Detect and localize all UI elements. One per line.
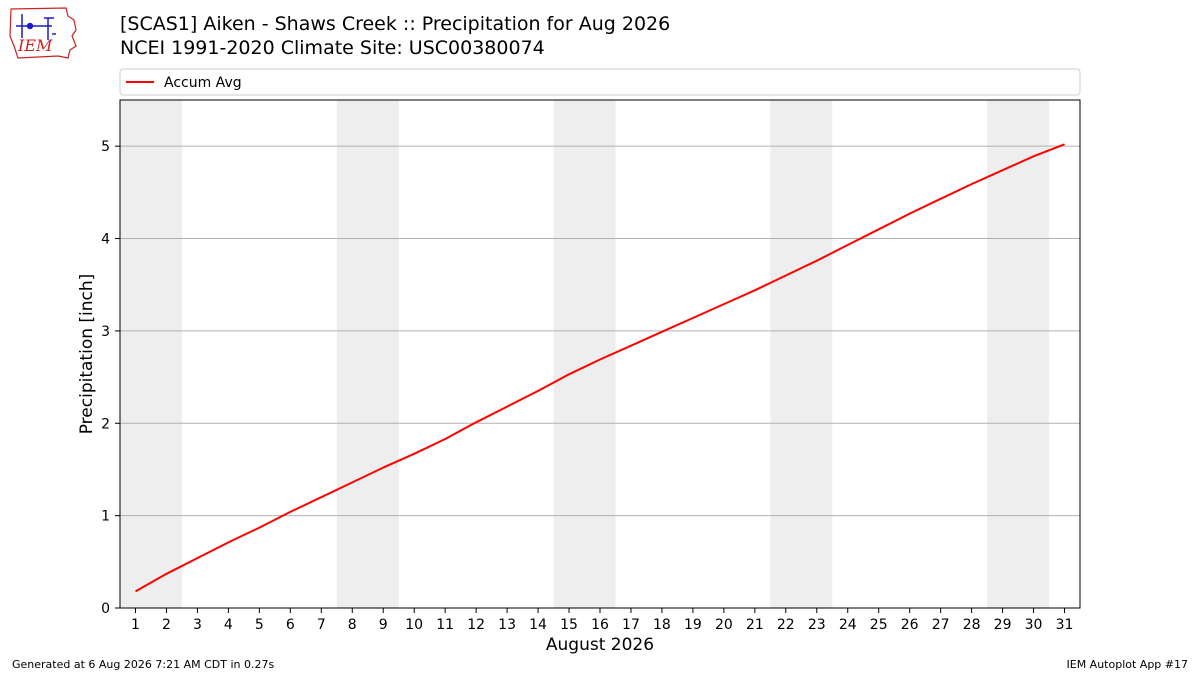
y-tick-label: 1: [101, 509, 110, 525]
x-tick-label: 1: [131, 617, 140, 633]
x-tick-label: 7: [317, 617, 326, 633]
iem-logo: IEM: [9, 7, 77, 59]
x-tick-label: 12: [467, 617, 485, 633]
state-outline-icon: [9, 7, 77, 59]
x-tick-label: 25: [870, 617, 888, 633]
x-tick-label: 28: [963, 617, 981, 633]
x-tick-label: 4: [224, 617, 233, 633]
x-tick-label: 30: [1025, 617, 1043, 633]
x-tick-label: 3: [193, 617, 202, 633]
x-tick-label: 18: [653, 617, 671, 633]
legend-box: [119, 68, 1081, 96]
app-label: IEM Autoplot App #17: [1066, 658, 1189, 671]
legend-label-accum-avg: Accum Avg: [164, 75, 242, 91]
x-tick-label: 8: [348, 617, 357, 633]
y-axis-label: Precipitation [inch]: [77, 274, 97, 435]
y-tick-label: 5: [101, 139, 110, 155]
x-tick-label: 14: [529, 617, 547, 633]
x-tick-label: 13: [498, 617, 516, 633]
y-tick-label: 0: [101, 601, 110, 617]
x-tick-label: 22: [777, 617, 795, 633]
weekend-band: [120, 100, 182, 608]
weather-station-icon: [16, 14, 56, 40]
x-tick-label: 19: [684, 617, 702, 633]
x-tick-label: 16: [591, 617, 609, 633]
x-tick-label: 24: [839, 617, 857, 633]
x-tick-label: 31: [1056, 617, 1074, 633]
chart-title: [SCAS1] Aiken - Shaws Creek :: Precipita…: [120, 13, 671, 35]
x-tick-label: 26: [901, 617, 919, 633]
y-tick-label: 2: [101, 416, 110, 432]
x-tick-label: 6: [286, 617, 295, 633]
x-tick-label: 27: [932, 617, 950, 633]
weekend-band: [553, 100, 616, 608]
generated-timestamp: Generated at 6 Aug 2026 7:21 AM CDT in 0…: [12, 658, 275, 671]
weekend-band: [987, 100, 1050, 608]
x-tick-label: 17: [622, 617, 640, 633]
x-tick-label: 23: [808, 617, 826, 633]
legend: Accum Avg: [119, 68, 1081, 96]
series-line-accum-avg: [135, 143, 1065, 593]
logo-text: IEM: [17, 36, 53, 55]
y-tick-label: 4: [101, 232, 110, 248]
x-tick-label: 21: [746, 617, 764, 633]
x-tick-label: 10: [405, 617, 423, 633]
weekend-band: [336, 100, 399, 608]
weekend-band: [770, 100, 833, 608]
x-tick-label: 9: [379, 617, 388, 633]
x-tick-label: 20: [715, 617, 733, 633]
y-tick-label: 3: [101, 324, 110, 340]
x-tick-label: 29: [994, 617, 1012, 633]
x-tick-label: 5: [255, 617, 264, 633]
x-tick-label: 15: [560, 617, 578, 633]
x-axis-label: August 2026: [546, 635, 654, 655]
x-tick-label: 2: [162, 617, 171, 633]
x-tick-label: 11: [436, 617, 454, 633]
chart-subtitle: NCEI 1991-2020 Climate Site: USC00380074: [120, 37, 545, 59]
